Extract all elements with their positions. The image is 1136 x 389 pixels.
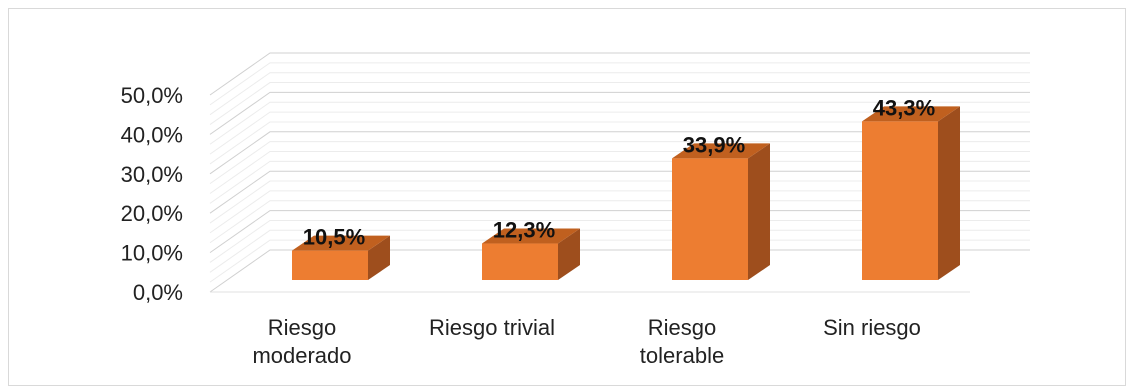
gridline: [209, 239, 1030, 283]
gridline: [209, 121, 1030, 165]
gridline: [209, 151, 1030, 194]
gridline: [209, 62, 1030, 106]
data-labels: 10,5% 12,3% 33,9% 43,3%: [303, 95, 935, 249]
bar-front-face: [292, 250, 368, 280]
bar-front-face: [862, 121, 938, 280]
bar-top-face: [292, 235, 390, 251]
gridline: [209, 91, 1030, 135]
bar-front-face: [482, 243, 558, 280]
bar-side-face: [748, 143, 770, 280]
category-label: Riesgo moderado: [252, 315, 351, 368]
gridline: [209, 170, 1030, 214]
bar-side-face: [558, 228, 580, 280]
category-label: Riesgo trivial: [429, 315, 555, 340]
y-tick-label: 50,0%: [121, 83, 183, 108]
data-label: 43,3%: [873, 95, 935, 120]
bar-top-face: [862, 106, 960, 122]
bar-side-face: [368, 235, 390, 280]
bar-side-face: [938, 106, 960, 280]
category-label: Sin riesgo: [823, 315, 921, 340]
y-tick-label: 40,0%: [121, 122, 183, 147]
y-tick-label: 0,0%: [133, 280, 183, 305]
bar: [672, 143, 770, 280]
bar-front-face: [672, 158, 748, 280]
gridline: [209, 160, 1030, 204]
gridline: [209, 82, 1030, 125]
y-tick-label: 10,0%: [121, 241, 183, 266]
gridline: [209, 180, 1030, 224]
gridline: [209, 131, 1030, 175]
bar: [482, 228, 580, 280]
gridline: [209, 101, 1030, 145]
gridline: [209, 52, 1030, 96]
gridline: [209, 249, 1030, 293]
gridline: [209, 229, 1030, 273]
data-label: 10,5%: [303, 225, 365, 250]
bar-top-face: [482, 228, 580, 244]
gridline: [209, 210, 1030, 254]
bar: [862, 106, 960, 280]
gridline: [209, 219, 1030, 263]
y-axis-tick-labels: 0,0% 10,0% 20,0% 30,0% 40,0% 50,0%: [121, 83, 183, 305]
data-label: 33,9%: [683, 132, 745, 157]
bar-top-face: [672, 143, 770, 159]
gridline: [209, 111, 1030, 155]
y-tick-label: 30,0%: [121, 162, 183, 187]
bar: [292, 235, 390, 280]
chart-bars: [292, 106, 960, 280]
gridline: [209, 200, 1030, 244]
chart-gridlines: [209, 52, 1030, 293]
gridline: [209, 72, 1030, 116]
gridline: [209, 141, 1030, 185]
data-label: 12,3%: [493, 218, 555, 243]
y-tick-label: 20,0%: [121, 201, 183, 226]
x-axis-category-labels: Riesgo moderado Riesgo trivial Riesgo tolera…: [252, 315, 920, 368]
category-label: Riesgo tolerable: [640, 315, 724, 368]
gridline: [209, 190, 1030, 234]
